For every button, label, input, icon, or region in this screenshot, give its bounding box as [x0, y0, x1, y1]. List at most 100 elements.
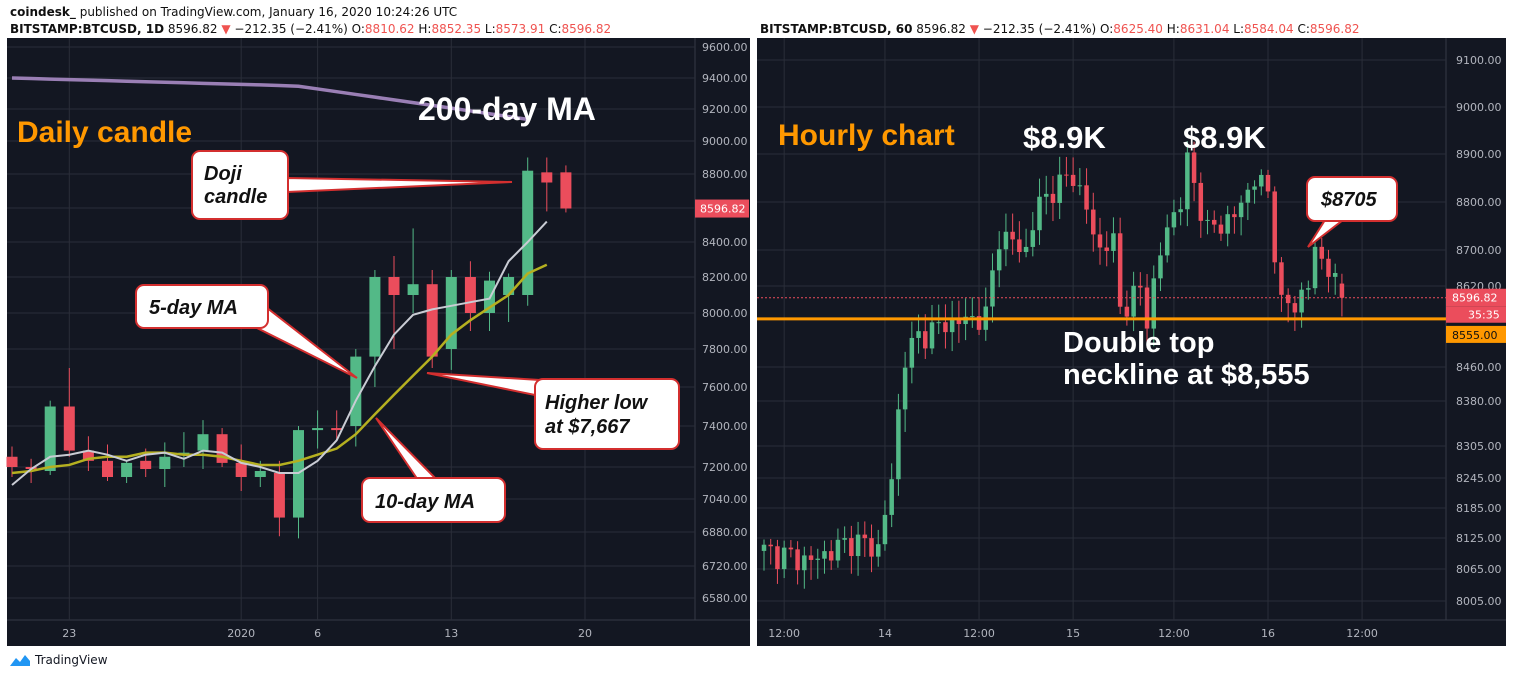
candle-body-29 — [956, 318, 962, 325]
candle-body-24 — [464, 277, 476, 313]
candle-body-9 — [822, 551, 827, 559]
o-label: O: — [351, 22, 365, 36]
candle-body-49 — [1091, 209, 1096, 235]
candle-body-10 — [197, 434, 209, 451]
ma10-callout-text: 10-day MA — [375, 491, 475, 513]
tradingview-brand[interactable]: TradingView — [8, 652, 108, 668]
hourly-price-tick-1: 9000.00 — [1456, 101, 1502, 114]
candle-body-86 — [1339, 283, 1345, 298]
candle-body-67 — [1211, 219, 1217, 225]
candle-body-20 — [896, 409, 901, 480]
candle-body-7 — [140, 460, 152, 469]
candle-body-21 — [407, 284, 419, 295]
higher-low-line2: at $7,667 — [545, 416, 630, 438]
daily-time-tick-0: 23 — [62, 627, 76, 640]
candle-body-17 — [331, 428, 343, 431]
candle-body-85 — [1332, 273, 1338, 277]
hourly-price-tick-4: 8700.00 — [1456, 244, 1502, 257]
daily-price-tick-10: 7600.00 — [702, 381, 748, 394]
candle-body-69 — [1225, 214, 1230, 234]
h-label: H: — [418, 22, 432, 36]
daily-price-tick-4: 8800.00 — [702, 168, 748, 181]
candle-body-23 — [916, 331, 921, 338]
tradingview-cloud-icon — [10, 655, 30, 666]
candle-body-81 — [1306, 288, 1311, 290]
daily-price-tick-8: 8000.00 — [702, 307, 748, 320]
hourly-time-tick-4: 12:00 — [1158, 627, 1190, 640]
daily-open: 8810.62 — [364, 22, 415, 36]
daily-time-tick-4: 20 — [578, 627, 592, 640]
candle-body-79 — [1292, 303, 1298, 313]
hourly-price-tick-10: 8185.00 — [1456, 502, 1502, 515]
candle-body-35 — [996, 249, 1002, 271]
candle-body-10 — [828, 551, 834, 561]
candle-body-12 — [235, 462, 247, 477]
candle-body-65 — [1198, 182, 1204, 221]
daily-price-tick-12: 7200.00 — [702, 461, 748, 474]
hourly-timer-badge — [1446, 306, 1506, 323]
candle-body-41 — [1037, 196, 1042, 231]
candle-body-77 — [1279, 262, 1284, 295]
candle-body-25 — [929, 322, 935, 349]
hourly-time-tick-1: 14 — [878, 627, 892, 640]
p8705-callout-text: $8705 — [1320, 189, 1377, 211]
candle-body-54 — [1124, 306, 1130, 317]
candle-body-26 — [936, 322, 941, 324]
candle-body-13 — [254, 471, 266, 477]
daily-high: 8852.35 — [431, 22, 482, 36]
candle-body-26 — [503, 277, 515, 295]
candle-body-55 — [1131, 285, 1136, 317]
candle-body-0 — [6, 456, 18, 467]
doji-callout-box — [191, 150, 289, 220]
candle-body-37 — [1010, 231, 1015, 240]
candle-body-44 — [1057, 174, 1062, 203]
candle-body-19 — [889, 479, 894, 515]
candle-body-78 — [1285, 294, 1291, 304]
daily-last-price-text: 8596.82 — [700, 203, 746, 216]
candle-body-3 — [781, 547, 787, 570]
candle-body-14 — [855, 534, 861, 557]
candle-body-40 — [1030, 230, 1036, 247]
candle-body-2 — [775, 546, 780, 570]
candle-body-64 — [1191, 152, 1197, 183]
candle-body-16 — [869, 538, 874, 557]
candle-body-82 — [1312, 246, 1318, 289]
daily-price-tick-13: 7040.00 — [702, 493, 748, 506]
candle-body-32 — [976, 316, 982, 330]
first-top-label: $8.9K — [1023, 120, 1106, 155]
candle-body-27 — [522, 170, 534, 295]
candle-body-8 — [815, 558, 821, 560]
candle-body-63 — [1185, 152, 1190, 210]
hourly-change: −212.35 (−2.41%) — [982, 22, 1097, 36]
down-arrow-icon: ▼ — [969, 22, 979, 36]
candle-body-59 — [1158, 255, 1163, 279]
candle-body-84 — [1326, 258, 1331, 277]
hourly-last-price-badge — [1446, 288, 1506, 307]
ma5-callout-box — [135, 284, 269, 329]
candle-body-51 — [1104, 247, 1109, 251]
daily-candle-title: Daily candle — [17, 116, 192, 149]
hourly-high: 8631.04 — [1179, 22, 1230, 36]
candle-body-5 — [795, 549, 800, 571]
hourly-price-tick-3: 8800.00 — [1456, 196, 1502, 209]
candle-body-47 — [1077, 185, 1083, 187]
candle-body-22 — [426, 284, 438, 357]
hourly-price-tick-7: 8380.00 — [1456, 395, 1502, 408]
candle-body-74 — [1259, 174, 1264, 187]
candle-body-4 — [788, 547, 794, 550]
hourly-time-tick-6: 12:00 — [1346, 627, 1378, 640]
hourly-timer-text: 35:35 — [1468, 309, 1500, 322]
hourly-symbol: BITSTAMP:BTCUSD, 60 — [760, 22, 913, 36]
daily-price-tick-16: 6580.00 — [702, 592, 748, 605]
daily-change: −212.35 (−2.41%) — [234, 22, 348, 36]
daily-last: 8596.82 — [167, 22, 218, 36]
candle-body-11 — [835, 539, 841, 561]
candle-body-18 — [350, 356, 362, 426]
daily-time-tick-2: 6 — [314, 627, 321, 640]
neckline-price-text: 8555.00 — [1452, 329, 1498, 342]
daily-price-tick-3: 9000.00 — [702, 135, 748, 148]
ma200-line — [11, 76, 528, 122]
candle-body-31 — [970, 316, 975, 318]
candle-body-13 — [849, 538, 854, 557]
